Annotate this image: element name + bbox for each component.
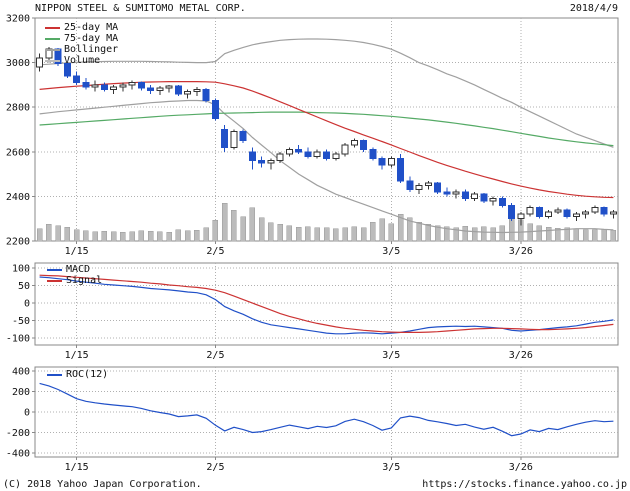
svg-text:3/26: 3/26 [509, 350, 533, 361]
legend-label-volume: Volume [64, 55, 101, 66]
svg-text:3/26: 3/26 [509, 246, 533, 257]
svg-text:0: 0 [24, 408, 30, 419]
svg-text:3000: 3000 [6, 58, 30, 69]
legend-label-ma25: 25-day MA [64, 22, 119, 33]
chart-header: NIPPON STEEL & SUMITOMO METAL CORP. 2018… [35, 3, 618, 14]
legend-item-roc: ROC(12) [47, 369, 108, 380]
svg-text:50: 50 [18, 281, 30, 292]
legend-item-bollinger: Bollinger [45, 44, 118, 55]
roc-legend: ROC(12) [47, 369, 108, 380]
svg-text:200: 200 [12, 387, 30, 398]
legend-label-ma75: 75-day MA [64, 33, 119, 44]
volume-bar-marker [45, 59, 60, 62]
ma75-line-marker [45, 37, 60, 40]
svg-text:-400: -400 [6, 448, 30, 459]
legend-label-macd: MACD [66, 264, 91, 275]
legend-label-bollinger: Bollinger [64, 44, 119, 55]
legend-label-signal: Signal [66, 275, 103, 286]
svg-text:3/26: 3/26 [509, 462, 533, 473]
svg-text:0: 0 [24, 299, 30, 310]
legend-label-roc: ROC(12) [66, 369, 109, 380]
svg-text:2800: 2800 [6, 103, 30, 114]
copyright-text: (C) 2018 Yahoo Japan Corporation. [3, 479, 202, 490]
chart-date: 2018/4/9 [569, 3, 618, 14]
macd-legend: MACD Signal [47, 264, 102, 286]
page-title: NIPPON STEEL & SUMITOMO METAL CORP. [35, 3, 246, 14]
source-url: https://stocks.finance.yahoo.co.jp [422, 479, 627, 490]
svg-text:-50: -50 [12, 316, 30, 327]
svg-text:2/5: 2/5 [206, 246, 224, 257]
svg-text:3200: 3200 [6, 14, 30, 25]
svg-text:2400: 2400 [6, 192, 30, 203]
svg-text:2/5: 2/5 [206, 462, 224, 473]
svg-text:1/15: 1/15 [65, 350, 89, 361]
legend-item-macd: MACD [47, 264, 102, 275]
signal-line-marker [47, 279, 62, 282]
price-legend: 25-day MA 75-day MA Bollinger Volume [45, 22, 118, 66]
legend-item-ma25: 25-day MA [45, 22, 118, 33]
ma25-line-marker [45, 26, 60, 29]
svg-text:2/5: 2/5 [206, 350, 224, 361]
legend-item-ma75: 75-day MA [45, 33, 118, 44]
chart-footer: (C) 2018 Yahoo Japan Corporation. https:… [3, 479, 627, 490]
svg-text:1/15: 1/15 [65, 462, 89, 473]
svg-text:100: 100 [12, 264, 30, 275]
svg-text:3/5: 3/5 [382, 350, 400, 361]
svg-text:2200: 2200 [6, 237, 30, 248]
svg-text:-200: -200 [6, 428, 30, 439]
legend-item-signal: Signal [47, 275, 102, 286]
macd-line-marker [47, 268, 62, 271]
roc-line-marker [47, 373, 62, 376]
svg-text:3/5: 3/5 [382, 462, 400, 473]
legend-item-volume: Volume [45, 55, 118, 66]
svg-text:-100: -100 [6, 334, 30, 345]
svg-text:400: 400 [12, 367, 30, 378]
svg-text:3/5: 3/5 [382, 246, 400, 257]
svg-text:2600: 2600 [6, 147, 30, 158]
bollinger-line-marker [45, 48, 60, 51]
svg-text:1/15: 1/15 [65, 246, 89, 257]
